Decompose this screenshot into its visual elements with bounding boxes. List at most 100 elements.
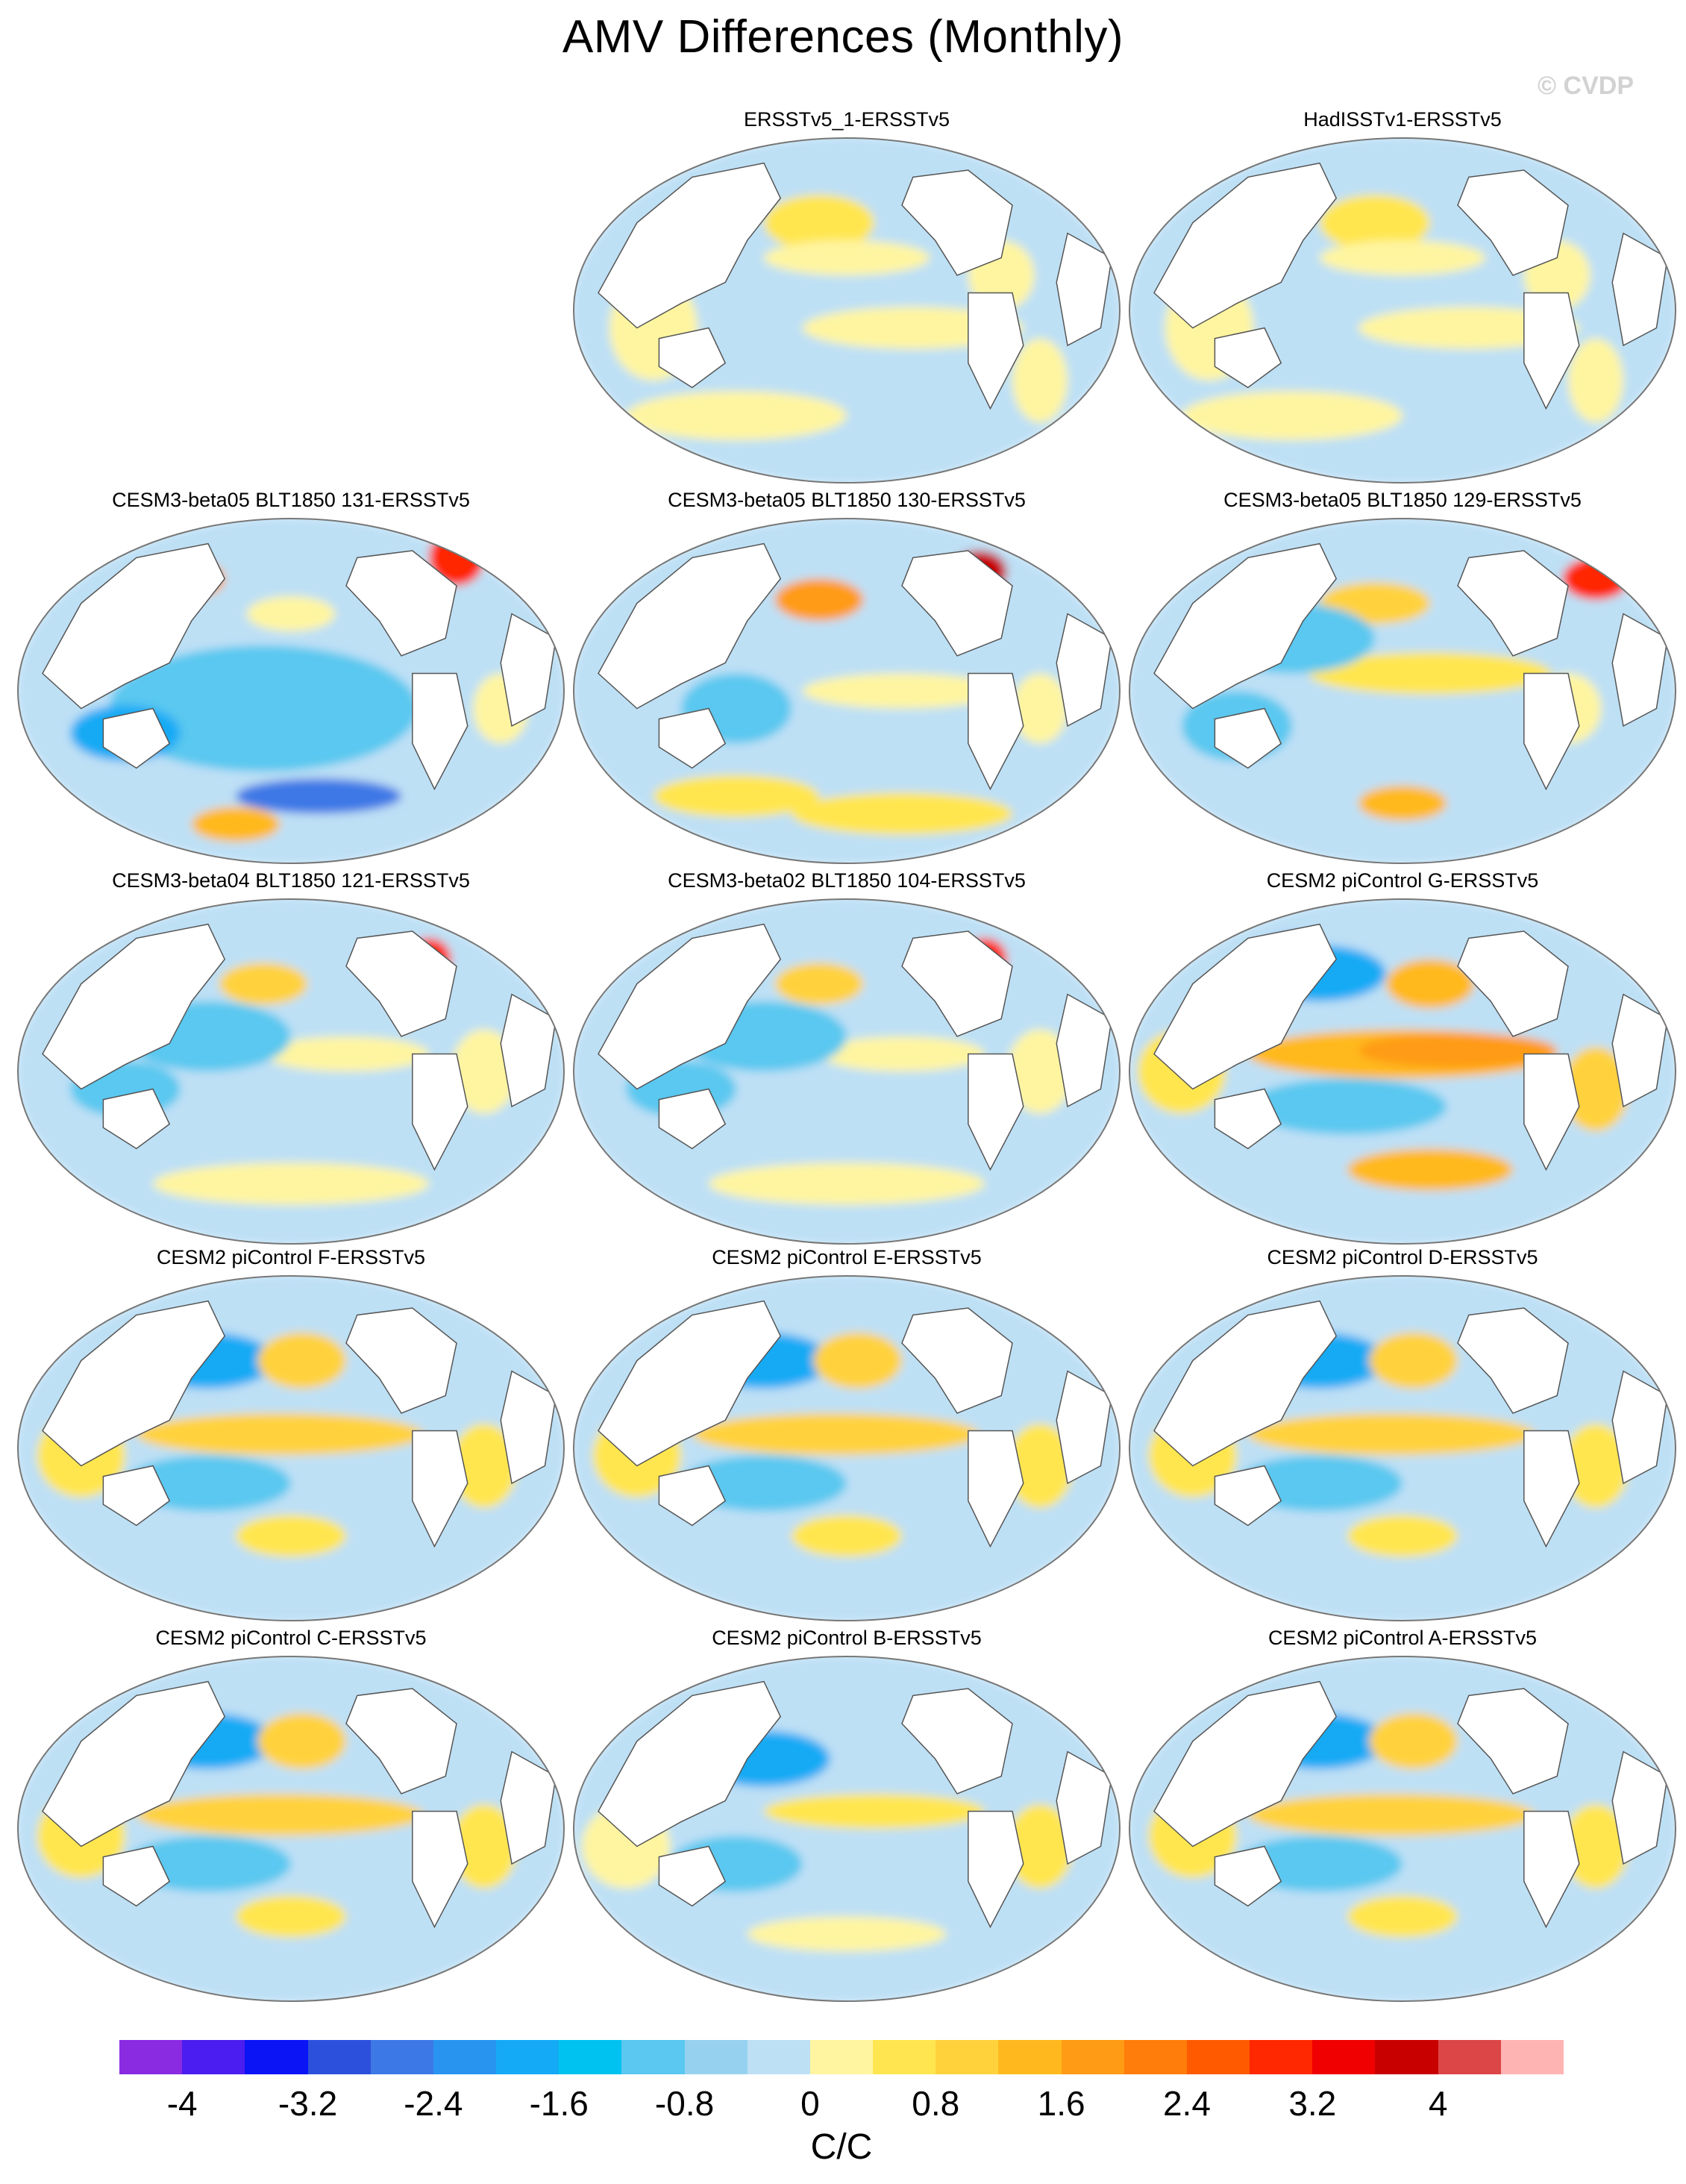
map-outline (1129, 518, 1676, 864)
map-outline (573, 1275, 1121, 1621)
panel-title: CESM3-beta02 BLT1850 104-ERSSTv5 (668, 869, 1026, 892)
anomaly-field (764, 240, 930, 275)
land-mask (102, 707, 171, 769)
anomaly-field (1562, 1047, 1629, 1131)
anomaly-field (451, 1804, 518, 1889)
map-plot (573, 137, 1121, 484)
map-outline (1129, 137, 1676, 484)
map-outline (17, 518, 565, 864)
land-mask (1214, 1845, 1282, 1907)
colorbar-tick-label: 0 (800, 2084, 820, 2123)
land-mask (345, 1688, 457, 1795)
colorbar-swatch (809, 2040, 874, 2074)
land-mask (1457, 1307, 1569, 1414)
anomaly-field (1006, 1804, 1074, 1889)
anomaly-field (1562, 557, 1629, 600)
colorbar-swatch (684, 2040, 748, 2074)
map-outline (573, 898, 1121, 1245)
anomaly-field (709, 1163, 985, 1205)
map-outline (1129, 1656, 1676, 2002)
map-outline (573, 137, 1121, 484)
map-plot (17, 1656, 565, 2002)
land-mask (901, 1307, 1013, 1414)
panel-title: CESM2 piControl B-ERSSTv5 (712, 1627, 982, 1649)
colorbar-tick-label: 4 (1428, 2084, 1448, 2123)
land-mask (901, 169, 1013, 276)
colorbar-tick-label: -3.2 (278, 2084, 338, 2123)
anomaly-field (1562, 1424, 1629, 1508)
anomaly-field (1347, 1895, 1458, 1938)
panel-title: HadISSTv1-ERSSTv5 (1303, 108, 1502, 131)
map-plot (17, 1275, 565, 1621)
land-mask (968, 1053, 1024, 1171)
anomaly-field (1247, 1078, 1447, 1135)
colorbar-swatch (119, 2040, 183, 2074)
anomaly-field (136, 1413, 424, 1456)
anomaly-field (1309, 652, 1552, 695)
cvdp-watermark: © CVDP (1538, 72, 1634, 100)
anomaly-field (1385, 959, 1475, 1009)
colorbar-units: C/C (810, 2127, 873, 2167)
map-panel: CESM2 piControl B-ERSSTv5 (571, 1627, 1123, 2007)
anomaly-field (1247, 1413, 1535, 1456)
map-outline (573, 518, 1121, 864)
land-mask (345, 930, 457, 1037)
land-mask (42, 542, 226, 710)
anomaly-field (257, 1332, 346, 1389)
map-panel: CESM2 piControl D-ERSSTv5 (1126, 1246, 1679, 1627)
colorbar-tick-label: -0.8 (654, 2084, 715, 2123)
land-mask (102, 1088, 171, 1150)
land-mask (1153, 542, 1338, 710)
anomaly-field (813, 1332, 902, 1389)
land-mask (102, 1465, 171, 1527)
land-mask (42, 1680, 226, 1847)
land-mask (1214, 1088, 1282, 1150)
anomaly-field (1006, 1029, 1074, 1114)
map-plot (17, 518, 565, 864)
colorbar-swatch (873, 2040, 936, 2074)
anomaly-field (108, 645, 419, 772)
panel-title: CESM2 piControl C-ERSSTv5 (155, 1627, 427, 1649)
colorbar-swatch (1375, 2040, 1438, 2074)
land-mask (1523, 672, 1580, 791)
land-mask (598, 542, 782, 710)
map-panel: CESM3-beta04 BLT1850 121-ERSSTv5 (15, 869, 567, 1250)
map-panel: CESM2 piControl A-ERSSTv5 (1126, 1627, 1679, 2007)
anomaly-field (59, 522, 104, 544)
panel-title: CESM2 piControl F-ERSSTv5 (156, 1246, 426, 1268)
panel-title: CESM2 piControl G-ERSSTv5 (1266, 869, 1539, 892)
land-mask (901, 1688, 1013, 1795)
map-outline (1129, 1275, 1676, 1621)
map-plot (573, 1656, 1121, 2002)
map-outline (17, 1656, 565, 2002)
anomaly-field (774, 963, 864, 1005)
colorbar-swatch (559, 2040, 622, 2074)
land-mask (968, 1430, 1024, 1548)
land-mask (658, 327, 727, 389)
land-mask (102, 1845, 171, 1907)
anomaly-field (1347, 1515, 1458, 1557)
anomaly-field (246, 596, 336, 632)
map-panel: CESM2 piControl E-ERSSTv5 (571, 1246, 1123, 1627)
anomaly-field (654, 775, 819, 818)
anomaly-field (451, 1029, 518, 1114)
colorbar-swatch (747, 2040, 810, 2074)
map-plot (1129, 518, 1676, 864)
land-mask (345, 550, 457, 657)
panel-title: ERSSTv5_1-ERSSTv5 (743, 108, 950, 131)
map-panel: CESM2 piControl F-ERSSTv5 (15, 1246, 567, 1627)
land-mask (1523, 1810, 1580, 1929)
land-mask (412, 1053, 468, 1171)
colorbar-tick-label: -4 (166, 2084, 198, 2123)
colorbar-tick-label: -1.6 (529, 2084, 589, 2123)
anomaly-field (764, 194, 874, 251)
land-mask (1457, 930, 1569, 1037)
land-mask (901, 550, 1013, 657)
panel-title: CESM3-beta05 BLT1850 131-ERSSTv5 (112, 489, 470, 511)
map-plot (1129, 1275, 1676, 1621)
anomaly-field (692, 1413, 980, 1456)
anomaly-field (263, 1036, 429, 1071)
panel-title: CESM2 piControl E-ERSSTv5 (712, 1246, 982, 1268)
land-mask (901, 930, 1013, 1037)
colorbar: -4 -3.2 -2.4 -1.6 -0.8 0 0.8 1.6 2.4 3.2 4 C/C (119, 2040, 1564, 2182)
